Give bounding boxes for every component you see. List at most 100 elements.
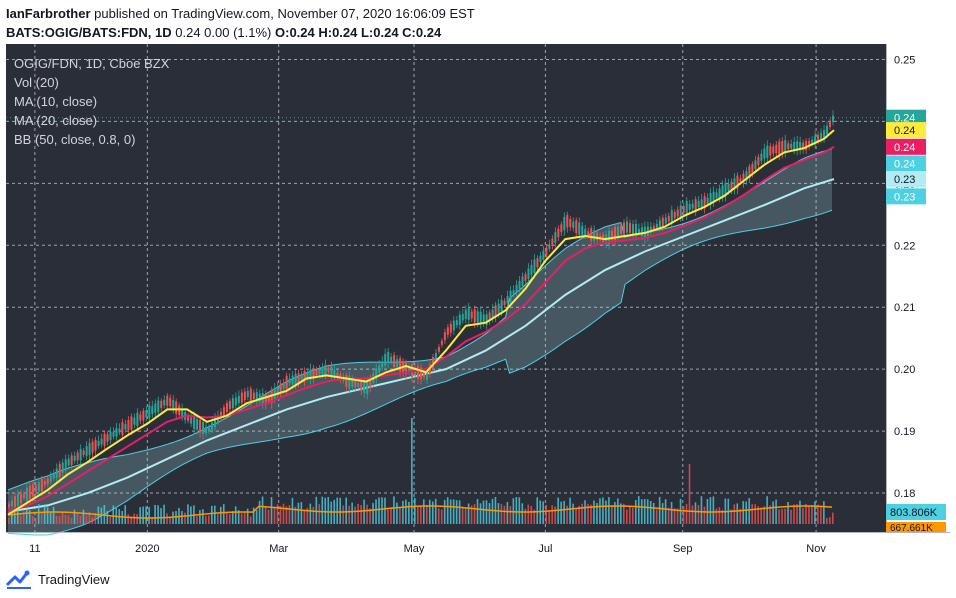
candle-body [808, 140, 811, 147]
candle-body [655, 224, 658, 229]
candle-body [73, 455, 76, 461]
volume-bar [393, 496, 395, 524]
candle-body [396, 359, 399, 367]
author-name[interactable]: IanFarbrother [6, 6, 91, 21]
volume-bar [623, 503, 625, 524]
volume-bar [434, 498, 437, 524]
candle-body [19, 492, 22, 504]
volume-bar [709, 497, 712, 524]
volume-bar [234, 506, 237, 524]
legend-volume[interactable]: Vol (20) [14, 75, 59, 90]
candle-body [446, 327, 449, 335]
ohlc-label: O:0.24 H:0.24 L:0.24 C:0.24 [275, 25, 442, 40]
volume-bar [22, 511, 25, 524]
volume-bar [739, 508, 742, 524]
brand-label[interactable]: TradingView [38, 571, 110, 587]
candle-body [10, 500, 13, 507]
candle-body [551, 238, 554, 246]
candle-body [709, 193, 712, 205]
volume-bar [575, 509, 577, 524]
candle-body [136, 412, 139, 427]
candle-body [596, 232, 599, 241]
candle-body [440, 340, 443, 345]
volume-bar [399, 507, 401, 524]
volume-bar [470, 505, 473, 524]
volume-bar [563, 500, 565, 524]
candle-body [667, 215, 670, 222]
volume-bar [13, 509, 16, 524]
legend-symbol[interactable]: OGIG/FDN, 1D, Cboe BZX [14, 56, 170, 71]
legend-ma20[interactable]: MA (20, close) [14, 113, 98, 128]
candle-body [751, 163, 754, 174]
candle-body [154, 403, 157, 413]
candle-body [488, 312, 491, 322]
candle-body [587, 231, 590, 236]
candle-body [249, 388, 252, 402]
volume-bar [667, 507, 670, 524]
candle-body [802, 142, 805, 150]
candle-body [393, 355, 396, 368]
candle-body [369, 378, 372, 388]
candle-body [467, 308, 470, 320]
volume-bar [100, 507, 103, 524]
candle-body [205, 426, 208, 434]
volume-bar [649, 500, 652, 524]
volume-bar [799, 500, 801, 524]
candle-body [193, 415, 196, 430]
candle-body [697, 200, 700, 208]
volume-bar [297, 502, 300, 524]
volume-bar [422, 499, 425, 524]
candle-body [548, 244, 551, 249]
candle-body [578, 222, 581, 235]
volume-bar [208, 515, 210, 524]
candle-body [626, 221, 629, 233]
candle-body [524, 274, 527, 281]
candle-body [82, 450, 85, 455]
tradingview-logo-icon[interactable] [6, 568, 32, 590]
volume-bar [775, 499, 777, 524]
price-badge-label: 0.24 [894, 125, 915, 137]
volume-bar [664, 499, 667, 524]
publish-line: IanFarbrother published on TradingView.c… [6, 4, 475, 23]
candle-body [405, 363, 408, 375]
candle-body [55, 468, 58, 478]
volume-bar [384, 497, 386, 524]
volume-badge-label: 803.806K [890, 507, 938, 519]
chart-area[interactable]: 0.250.240.230.220.210.200.190.180.240.24… [6, 44, 950, 562]
candle-body [455, 320, 458, 326]
volume-bar [500, 503, 503, 524]
legend-ma10[interactable]: MA (10, close) [14, 94, 98, 109]
candle-body [64, 459, 67, 471]
volume-bar [694, 502, 697, 524]
volume-bar [199, 510, 201, 524]
candle-body [518, 281, 521, 289]
candle-body [25, 487, 28, 501]
candle-body [106, 434, 109, 442]
volume-bar [769, 505, 771, 524]
candle-body [267, 397, 270, 402]
candle-body [76, 452, 79, 461]
volume-bar [211, 505, 213, 524]
candle-body [545, 247, 548, 256]
volume-bar [521, 503, 524, 524]
candle-body [458, 314, 461, 326]
volume-bar [587, 503, 589, 524]
candle-body [282, 382, 285, 388]
candle-body [148, 405, 151, 419]
volume-bar [55, 516, 58, 524]
candle-body [539, 255, 542, 263]
legend-bb[interactable]: BB (50, close, 0.8, 0) [14, 132, 136, 147]
volume-bar [327, 497, 330, 524]
candle-body [829, 122, 832, 127]
x-tick-label: Jul [538, 543, 552, 555]
price-badge-label: 0.24 [894, 113, 915, 125]
candle-body [652, 225, 655, 231]
volume-bar [130, 516, 133, 524]
candle-body [85, 446, 88, 456]
candle-body [494, 305, 497, 318]
chart-svg[interactable]: 0.250.240.230.220.210.200.190.180.240.24… [6, 44, 950, 562]
candle-body [100, 438, 103, 445]
volume-bar [300, 502, 303, 524]
volume-bar [222, 504, 225, 524]
candle-body [793, 142, 796, 151]
